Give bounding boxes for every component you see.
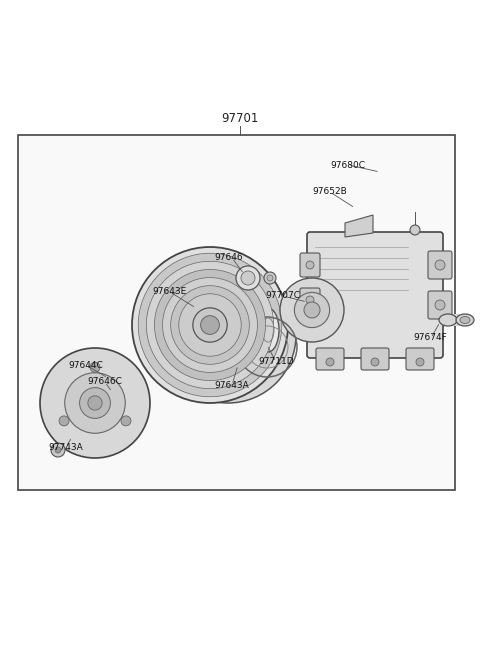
Text: 97711D: 97711D bbox=[258, 358, 294, 367]
Circle shape bbox=[416, 358, 424, 366]
Circle shape bbox=[163, 278, 257, 373]
Text: 97643A: 97643A bbox=[214, 381, 249, 390]
Circle shape bbox=[65, 373, 125, 433]
FancyBboxPatch shape bbox=[316, 348, 344, 370]
Ellipse shape bbox=[257, 308, 279, 352]
Circle shape bbox=[304, 302, 320, 318]
Circle shape bbox=[204, 311, 252, 359]
Bar bbox=[443, 314, 465, 326]
Circle shape bbox=[435, 300, 445, 310]
Circle shape bbox=[51, 443, 65, 457]
Circle shape bbox=[201, 316, 219, 334]
Text: 97701: 97701 bbox=[221, 111, 259, 124]
Circle shape bbox=[410, 225, 420, 235]
Text: 97680C: 97680C bbox=[330, 160, 365, 170]
Circle shape bbox=[326, 358, 334, 366]
Text: 97707C: 97707C bbox=[265, 291, 300, 301]
Circle shape bbox=[184, 291, 272, 379]
Circle shape bbox=[40, 348, 150, 458]
Circle shape bbox=[55, 447, 61, 453]
Text: 97646: 97646 bbox=[214, 253, 242, 263]
Circle shape bbox=[306, 296, 314, 304]
FancyBboxPatch shape bbox=[428, 291, 452, 319]
Circle shape bbox=[435, 260, 445, 270]
Circle shape bbox=[155, 269, 265, 381]
Polygon shape bbox=[345, 215, 373, 237]
Circle shape bbox=[59, 416, 69, 426]
Text: 97646C: 97646C bbox=[87, 377, 122, 386]
Circle shape bbox=[241, 271, 255, 285]
FancyBboxPatch shape bbox=[307, 232, 443, 358]
Bar bbox=[18, 135, 455, 490]
Circle shape bbox=[179, 294, 241, 356]
Circle shape bbox=[193, 308, 227, 342]
Text: 97644C: 97644C bbox=[68, 360, 103, 369]
Circle shape bbox=[294, 292, 330, 328]
Ellipse shape bbox=[460, 316, 470, 324]
Circle shape bbox=[171, 286, 249, 364]
FancyBboxPatch shape bbox=[406, 348, 434, 370]
Circle shape bbox=[280, 278, 344, 342]
FancyBboxPatch shape bbox=[361, 348, 389, 370]
Circle shape bbox=[138, 253, 282, 397]
Circle shape bbox=[132, 247, 288, 403]
Ellipse shape bbox=[456, 314, 474, 326]
Text: 97674F: 97674F bbox=[413, 333, 447, 343]
FancyBboxPatch shape bbox=[300, 253, 320, 277]
Circle shape bbox=[88, 396, 102, 410]
Circle shape bbox=[306, 261, 314, 269]
Text: 97743A: 97743A bbox=[48, 443, 83, 451]
Text: 97652B: 97652B bbox=[312, 187, 347, 196]
Circle shape bbox=[160, 267, 296, 403]
Circle shape bbox=[267, 275, 273, 281]
Circle shape bbox=[121, 416, 131, 426]
Circle shape bbox=[236, 266, 260, 290]
Circle shape bbox=[264, 272, 276, 284]
Ellipse shape bbox=[439, 314, 457, 326]
FancyBboxPatch shape bbox=[428, 251, 452, 279]
Circle shape bbox=[80, 388, 110, 419]
Text: 97643E: 97643E bbox=[152, 288, 186, 297]
Circle shape bbox=[371, 358, 379, 366]
Ellipse shape bbox=[243, 312, 261, 348]
FancyBboxPatch shape bbox=[300, 288, 320, 312]
Circle shape bbox=[146, 261, 274, 388]
Circle shape bbox=[90, 362, 100, 372]
